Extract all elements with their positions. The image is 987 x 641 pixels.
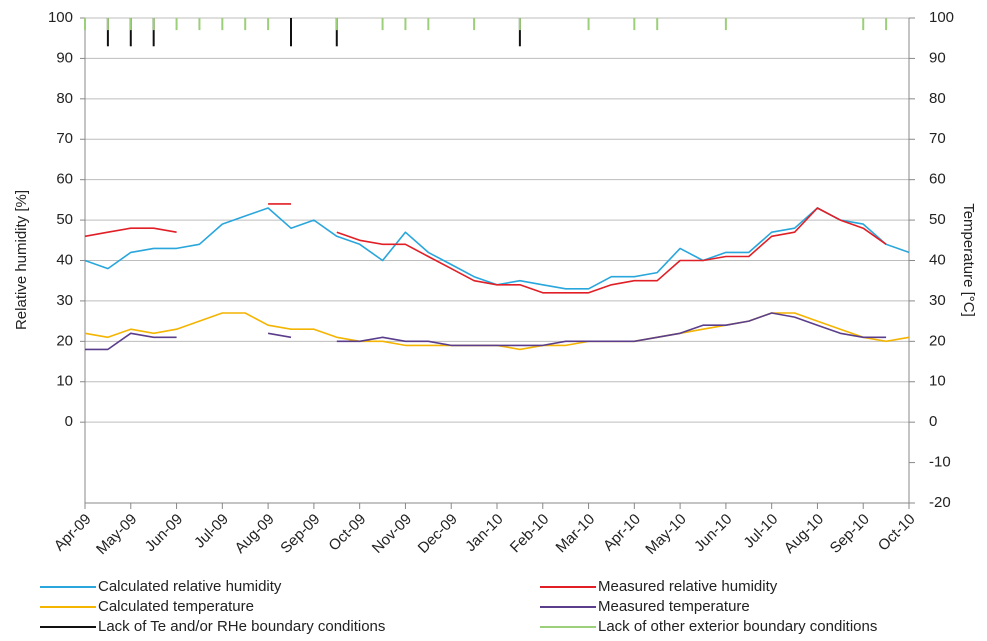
y-tick-label: 100 xyxy=(48,9,73,26)
y-tick-label: 60 xyxy=(56,171,73,188)
y2-tick-label: 30 xyxy=(929,292,946,309)
x-tick-label: Jul-10 xyxy=(740,511,781,552)
y-tick-label: 90 xyxy=(56,49,73,66)
x-tick-label: Aug-10 xyxy=(781,511,827,557)
y-tick-label: 20 xyxy=(56,332,73,349)
y2-tick-label: 100 xyxy=(929,9,954,26)
x-tick-label: Sep-10 xyxy=(827,511,873,557)
y2-tick-label: -10 xyxy=(929,454,951,471)
series-line xyxy=(84,203,887,294)
y-tick-label: 10 xyxy=(56,373,73,390)
y2-tick-label: 60 xyxy=(929,171,946,188)
x-tick-label: Oct-10 xyxy=(875,511,919,555)
y-tick-label: 50 xyxy=(56,211,73,228)
legend-label: Calculated relative humidity xyxy=(98,578,282,595)
series-line xyxy=(85,312,887,351)
x-tick-label: Sep-09 xyxy=(277,511,323,557)
x-tick-label: Aug-09 xyxy=(232,511,278,557)
x-tick-label: Dec-09 xyxy=(415,511,461,557)
x-tick-label: Oct-09 xyxy=(325,511,369,555)
x-tick-label: Jun-10 xyxy=(691,511,735,555)
y2-tick-label: 40 xyxy=(929,251,946,268)
legend-label: Measured relative humidity xyxy=(598,578,778,595)
x-tick-label: Jun-09 xyxy=(142,511,186,555)
x-tick-label: May-09 xyxy=(93,511,140,558)
x-tick-label: Mar-10 xyxy=(553,511,599,557)
series-line xyxy=(84,312,910,351)
legend-label: Lack of Te and/or RHe boundary condition… xyxy=(98,618,385,635)
y-tick-label: 0 xyxy=(65,413,73,430)
legend-label: Calculated temperature xyxy=(98,598,254,615)
y-tick-label: 40 xyxy=(56,251,73,268)
y-tick-label: 70 xyxy=(56,130,73,147)
y2-tick-label: 10 xyxy=(929,373,946,390)
y2-tick-label: 80 xyxy=(929,90,946,107)
y2-tick-label: -20 xyxy=(929,494,951,511)
y2-tick-label: 70 xyxy=(929,130,946,147)
x-tick-label: Feb-10 xyxy=(507,511,553,557)
y2-axis-title: Temperature [°C] xyxy=(960,203,977,317)
x-tick-label: Apr-10 xyxy=(600,511,644,555)
y2-tick-label: 20 xyxy=(929,332,946,349)
y2-tick-label: 0 xyxy=(929,413,937,430)
y-axis-title: Relative humidity [%] xyxy=(13,190,30,330)
x-tick-label: Apr-09 xyxy=(51,511,95,555)
y2-tick-label: 50 xyxy=(929,211,946,228)
x-tick-label: Jan-10 xyxy=(462,511,506,555)
y-tick-label: 30 xyxy=(56,292,73,309)
y-tick-label: 80 xyxy=(56,90,73,107)
y2-tick-label: 90 xyxy=(929,49,946,66)
x-tick-label: May-10 xyxy=(642,511,689,558)
legend-label: Measured temperature xyxy=(598,598,750,615)
x-tick-label: Nov-09 xyxy=(369,511,415,557)
x-tick-label: Jul-09 xyxy=(191,511,232,552)
legend-label: Lack of other exterior boundary conditio… xyxy=(598,618,877,635)
